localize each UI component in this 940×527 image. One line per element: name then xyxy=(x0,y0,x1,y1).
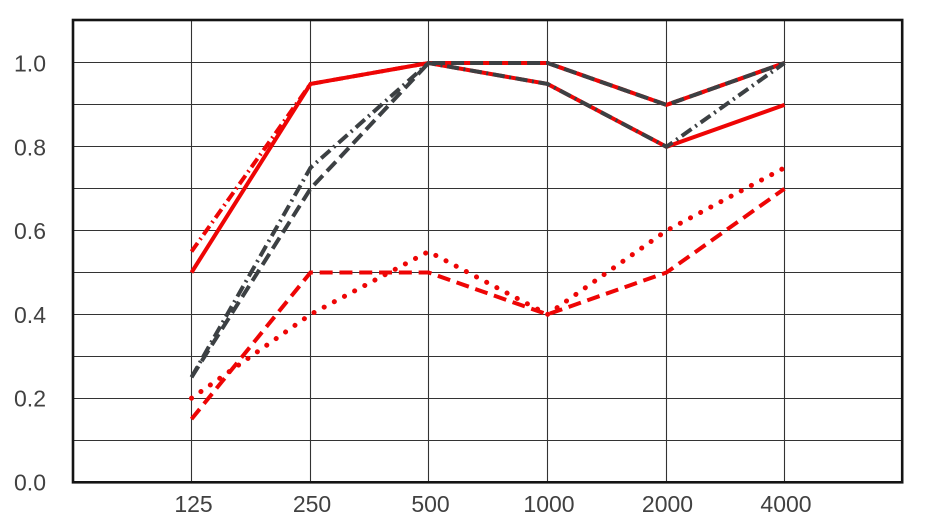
svg-text:500: 500 xyxy=(411,491,449,517)
svg-text:250: 250 xyxy=(293,491,331,517)
svg-text:0.2: 0.2 xyxy=(14,386,46,412)
svg-text:4000: 4000 xyxy=(760,491,811,517)
svg-text:0.6: 0.6 xyxy=(14,218,46,244)
svg-text:2000: 2000 xyxy=(642,491,693,517)
svg-text:0.0: 0.0 xyxy=(14,470,46,496)
svg-text:0.8: 0.8 xyxy=(14,134,46,160)
svg-text:125: 125 xyxy=(174,491,212,517)
svg-text:1000: 1000 xyxy=(523,491,574,517)
svg-text:0.4: 0.4 xyxy=(14,302,46,328)
svg-text:1.0: 1.0 xyxy=(14,51,46,77)
